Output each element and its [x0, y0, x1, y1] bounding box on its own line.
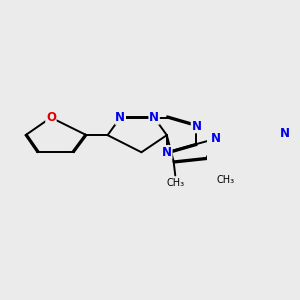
Text: CH₃: CH₃	[217, 175, 235, 185]
Text: N: N	[162, 146, 172, 159]
Text: N: N	[115, 111, 125, 124]
Text: CH₃: CH₃	[166, 178, 184, 188]
Text: N: N	[280, 127, 290, 140]
Text: N: N	[211, 132, 221, 145]
Text: N: N	[191, 120, 201, 133]
Text: O: O	[46, 111, 56, 124]
Text: N: N	[149, 111, 159, 124]
